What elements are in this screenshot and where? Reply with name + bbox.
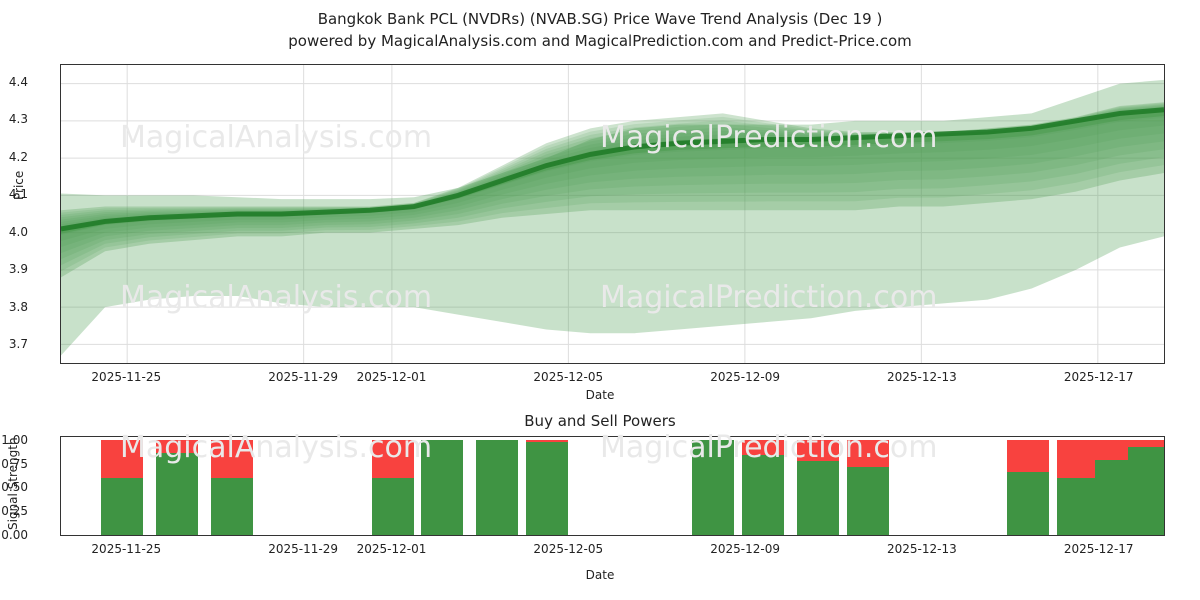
chart-title-line-1: Bangkok Bank PCL (NVDRs) (NVAB.SG) Price… (317, 10, 883, 28)
signal-bar (1128, 439, 1164, 535)
buy-power-segment (421, 439, 464, 535)
price-x-axis-label: Date (585, 388, 615, 402)
core-trend-line (61, 107, 1164, 232)
price-y-tick: 4.1 (8, 187, 28, 202)
signal-bar (1006, 439, 1049, 535)
price-y-tick: 3.7 (8, 337, 28, 352)
signal-x-tick: 2025-12-01 (356, 542, 427, 556)
sell-power-segment (1006, 439, 1049, 473)
price-x-tick: 2025-12-17 (1063, 370, 1134, 384)
buy-power-segment (846, 467, 889, 535)
buy-sell-powers-chart (60, 436, 1165, 536)
buy-power-segment (100, 477, 143, 535)
mid-wave-band (61, 102, 1164, 278)
signal-bar (371, 439, 414, 535)
price-y-tick: 3.9 (8, 262, 28, 277)
signal-y-axis-label: Signal Strength (6, 437, 20, 530)
signal-bar (211, 439, 254, 535)
sell-power-segment (526, 439, 569, 442)
price-x-tick: 2025-12-05 (533, 370, 604, 384)
price-x-tick: 2025-12-09 (710, 370, 780, 384)
signal-bar (846, 439, 889, 535)
buy-power-segment (371, 477, 414, 535)
price-x-tick: 2025-12-13 (887, 370, 957, 384)
sell-power-segment (796, 439, 839, 461)
wave-band-layer (61, 104, 1164, 266)
signal-x-tick: 2025-12-13 (887, 542, 957, 556)
signal-y-tick: 0.25 (1, 504, 28, 519)
signal-bar (691, 439, 734, 535)
signal-x-tick: 2025-12-09 (710, 542, 780, 556)
price-x-tick: 2025-12-01 (356, 370, 427, 384)
signal-bar (100, 439, 143, 535)
price-y-tick: 4.2 (8, 149, 28, 164)
signal-x-tick: 2025-11-29 (268, 542, 338, 556)
price-y-tick: 4.0 (8, 224, 28, 239)
signal-x-tick: 2025-12-05 (533, 542, 604, 556)
price-y-tick: 4.3 (8, 112, 28, 127)
buy-power-segment (526, 441, 569, 535)
buy-power-segment (741, 455, 784, 535)
signal-bar (741, 439, 784, 535)
buy-power-segment (1056, 477, 1099, 535)
sell-power-segment (156, 439, 199, 454)
price-wave-trend-chart (60, 64, 1165, 364)
price-x-tick: 2025-11-25 (91, 370, 162, 384)
core-wave-band (61, 108, 1164, 234)
signal-bar (156, 439, 199, 535)
signal-x-tick: 2025-12-17 (1063, 542, 1134, 556)
price-x-tick: 2025-11-29 (268, 370, 338, 384)
buy-power-segment (691, 439, 734, 535)
buy-power-segment (1128, 447, 1164, 535)
buy-power-segment (1006, 472, 1049, 535)
signal-y-tick: 0.00 (1, 528, 28, 542)
signal-plot-area (60, 436, 1165, 536)
signal-bar (476, 439, 519, 535)
signal-y-tick: 0.75 (1, 456, 28, 471)
wave-band-layer (61, 105, 1164, 260)
sell-power-segment (741, 439, 784, 455)
sell-power-segment (1128, 439, 1164, 448)
sell-power-segment (211, 439, 254, 478)
sell-power-segment (100, 439, 143, 478)
chart-title-line-2: powered by MagicalAnalysis.com and Magic… (288, 32, 912, 50)
sell-power-segment (846, 439, 889, 468)
signal-bar (421, 439, 464, 535)
sell-power-segment (371, 439, 414, 478)
signal-y-tick: 0.50 (1, 480, 28, 495)
buy-power-segment (476, 439, 519, 535)
signal-x-tick: 2025-11-25 (91, 542, 162, 556)
price-y-axis-label: Price (12, 170, 26, 200)
sell-power-segment (1056, 439, 1099, 478)
price-y-tick: 4.4 (8, 74, 28, 89)
outer-wave-band (61, 79, 1164, 356)
signal-bar (796, 439, 839, 535)
price-plot-area (60, 64, 1165, 364)
signal-x-axis-label: Date (585, 568, 615, 582)
signal-bar (526, 439, 569, 535)
sell-power-segment (1095, 439, 1138, 460)
chart-title-block: Bangkok Bank PCL (NVDRs) (NVAB.SG) Price… (0, 8, 1200, 52)
buy-power-segment (211, 477, 254, 535)
signal-y-tick: 1.00 (1, 432, 28, 447)
price-y-tick: 3.8 (8, 299, 28, 314)
wave-band-layer (61, 103, 1164, 272)
buy-power-segment (156, 453, 199, 535)
signal-bar (1056, 439, 1099, 535)
buy-power-segment (796, 460, 839, 535)
signal-chart-title: Buy and Sell Powers (524, 412, 676, 430)
